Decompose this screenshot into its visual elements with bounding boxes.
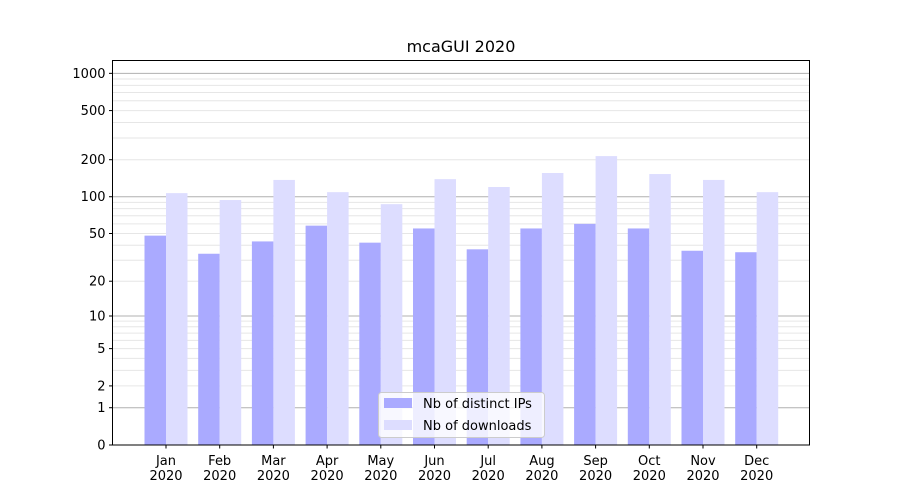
x-tick-label: May 2020: [364, 454, 397, 484]
bar-downloads: [756, 192, 779, 445]
x-tick-label: Jun 2020: [418, 454, 451, 484]
bar-distinct-ips: [251, 241, 274, 445]
y-tick-label: 200: [81, 153, 106, 168]
y-tick-label: 5: [97, 342, 105, 357]
legend-label-ips: Nb of distinct IPs: [423, 397, 532, 412]
y-tick-label: 50: [89, 227, 106, 242]
chart-title: mcaGUI 2020: [407, 37, 516, 56]
legend-box: [378, 392, 545, 438]
bar-downloads: [434, 179, 456, 445]
bar-distinct-ips: [574, 223, 596, 445]
y-tick-label: 20: [89, 275, 106, 290]
bar-distinct-ips: [681, 250, 703, 445]
y-tick-label: 500: [81, 104, 106, 119]
bar-distinct-ips: [305, 225, 328, 445]
bar-downloads: [649, 174, 671, 445]
x-tick-label: Apr 2020: [311, 454, 344, 484]
bar-distinct-ips: [520, 228, 542, 445]
bar-downloads: [703, 179, 725, 445]
x-tick-label: Nov 2020: [686, 454, 719, 484]
bar-distinct-ips: [627, 228, 650, 445]
bar-distinct-ips: [198, 253, 220, 445]
plot-frame: [112, 60, 810, 446]
legend: Nb of distinct IPs Nb of downloads: [378, 392, 545, 438]
y-tick-label: 2: [97, 379, 105, 394]
y-tick-label: 10: [89, 310, 106, 325]
x-tick-label: Jul 2020: [472, 454, 505, 484]
legend-swatch-downloads: [384, 420, 412, 430]
x-tick-label: Aug 2020: [525, 454, 558, 484]
bar-distinct-ips: [735, 252, 757, 445]
x-tick-label: Jan 2020: [149, 454, 182, 484]
bar-downloads: [541, 173, 564, 445]
x-axis: Jan 2020 Feb 2020 Mar 2020 Apr 2020 May 2020 Jun 20…: [149, 445, 773, 484]
x-tick-label: Sep 2020: [579, 454, 612, 484]
bar-distinct-ips: [413, 228, 435, 445]
y-tick-label: 1000: [72, 67, 105, 82]
y-tick-label: 1: [97, 401, 105, 416]
bar-distinct-ips: [359, 242, 381, 445]
bar-downloads: [327, 192, 349, 445]
bar-downloads: [380, 204, 403, 445]
bar-downloads: [273, 179, 295, 445]
x-tick-label: Dec 2020: [740, 454, 773, 484]
x-tick-label: Feb 2020: [203, 454, 236, 484]
bar-distinct-ips: [144, 235, 166, 445]
y-tick-label: 100: [81, 190, 106, 205]
bar-downloads: [595, 156, 618, 445]
x-tick-label: Oct 2020: [633, 454, 666, 484]
y-axis: 0 1 2 5 10 20 50 100 200 500 1000: [72, 67, 113, 454]
bar-downloads: [488, 187, 510, 445]
bar-downloads: [219, 200, 242, 445]
y-tick-label: 0: [97, 439, 105, 454]
bar-downloads: [166, 193, 188, 445]
legend-swatch-ips: [384, 398, 412, 408]
legend-label-downloads: Nb of downloads: [423, 419, 532, 434]
bars: [144, 156, 779, 445]
x-tick-label: Mar 2020: [257, 454, 290, 484]
